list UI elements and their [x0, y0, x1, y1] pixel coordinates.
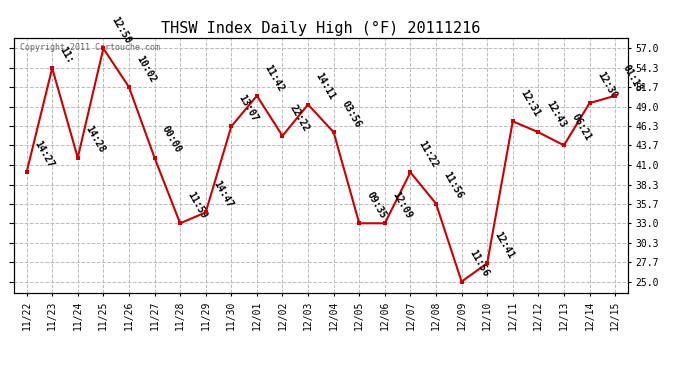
Text: 13:07: 13:07	[237, 93, 260, 124]
Text: 12:41: 12:41	[493, 230, 516, 261]
Text: 11:56: 11:56	[467, 248, 491, 279]
Text: 00:00: 00:00	[160, 124, 184, 155]
Text: 01:18: 01:18	[621, 63, 644, 93]
Text: 09:35: 09:35	[365, 190, 388, 220]
Text: 12:31: 12:31	[518, 88, 542, 118]
Title: THSW Index Daily High (°F) 20111216: THSW Index Daily High (°F) 20111216	[161, 21, 480, 36]
Text: 14:28: 14:28	[83, 124, 107, 155]
Text: 12:50: 12:50	[109, 15, 132, 46]
Text: 03:56: 03:56	[339, 99, 362, 129]
Text: 11:42: 11:42	[262, 63, 286, 93]
Text: 12:43: 12:43	[544, 99, 567, 129]
Text: 11:: 11:	[58, 45, 75, 65]
Text: 14:11: 14:11	[314, 71, 337, 102]
Text: 11:22: 11:22	[416, 139, 440, 170]
Text: 12:09: 12:09	[391, 190, 414, 220]
Text: 06:21: 06:21	[569, 112, 593, 142]
Text: Copyright 2011 Cartouche.com: Copyright 2011 Cartouche.com	[20, 43, 160, 52]
Text: 14:27: 14:27	[32, 139, 55, 170]
Text: 12:30: 12:30	[595, 70, 618, 100]
Text: 11:56: 11:56	[442, 170, 465, 201]
Text: 11:59: 11:59	[186, 190, 209, 220]
Text: 14:47: 14:47	[211, 179, 235, 210]
Text: 10:02: 10:02	[135, 54, 158, 84]
Text: 22:22: 22:22	[288, 103, 311, 133]
